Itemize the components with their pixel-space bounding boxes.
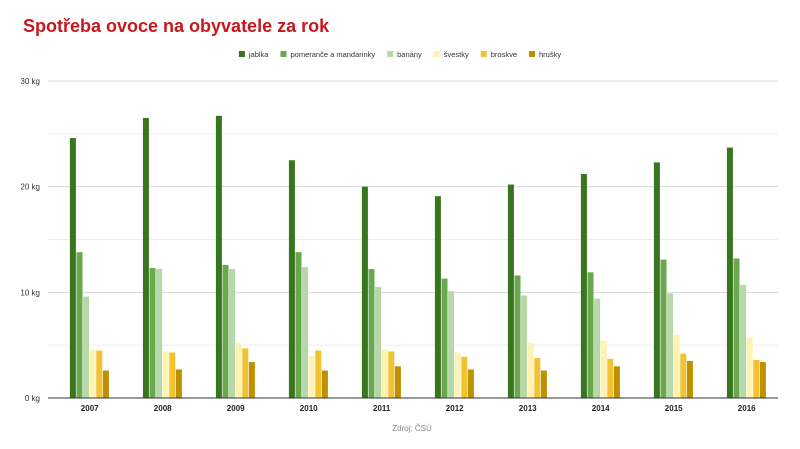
legend-swatch: [280, 51, 287, 57]
legend-label: hrušky: [539, 50, 561, 59]
bar-2008-broskve: [169, 352, 176, 398]
legend-item-banány: banány: [387, 50, 422, 59]
bar-2015-švestky: [673, 334, 680, 398]
bar-2014-broskve: [607, 358, 614, 398]
bar-2007-hrušky: [102, 370, 109, 398]
bar-2011-broskve: [388, 351, 395, 398]
bar-2011-banány: [375, 287, 382, 398]
legend-item-jablka: jablka: [238, 50, 269, 59]
x-tick-label: 2012: [446, 404, 464, 413]
bar-2014-pomeranče-a-mandarinky: [587, 272, 594, 398]
bar-2016-pomeranče-a-mandarinky: [733, 258, 740, 398]
bar-2015-banány: [667, 293, 674, 398]
bar-2012-banány: [448, 291, 455, 398]
bar-2010-pomeranče-a-mandarinky: [295, 252, 302, 398]
legend-swatch: [387, 51, 394, 57]
bar-2012-švestky: [454, 352, 461, 398]
bar-2007-jablka: [69, 138, 76, 398]
x-tick-label: 2013: [519, 404, 537, 413]
bar-2009-hrušky: [248, 362, 255, 398]
bar-2013-broskve: [534, 357, 541, 398]
bar-2012-hrušky: [467, 369, 474, 398]
bar-2011-pomeranče-a-mandarinky: [368, 269, 375, 398]
bar-2014-banány: [594, 298, 601, 398]
x-tick-label: 2010: [300, 404, 318, 413]
y-tick-label: 10 kg: [20, 288, 40, 297]
bar-2010-švestky: [308, 355, 315, 398]
x-tick-label: 2015: [665, 404, 683, 413]
legend-swatch: [480, 51, 487, 57]
legend-item-švestky: švestky: [433, 50, 469, 59]
bar-2007-banány: [83, 296, 90, 398]
legend-label: banány: [397, 50, 422, 59]
bar-2016-jablka: [726, 147, 733, 398]
legend-item-hrušky: hrušky: [529, 50, 561, 59]
bar-2010-banány: [302, 266, 309, 398]
bars: [69, 115, 766, 399]
legend-label: broskve: [491, 50, 517, 59]
bar-2008-jablka: [142, 117, 149, 398]
bar-2008-banány: [156, 269, 163, 398]
bar-2016-banány: [740, 284, 747, 398]
x-tick-label: 2016: [738, 404, 756, 413]
legend-swatch: [238, 51, 245, 57]
bar-2011-hrušky: [394, 366, 401, 398]
y-tick-label: 20 kg: [20, 183, 40, 192]
chart-title: Spotřeba ovoce na obyvatele za rok: [23, 16, 330, 36]
bar-2016-broskve: [753, 359, 760, 398]
bar-2015-pomeranče-a-mandarinky: [660, 259, 667, 398]
bar-2012-pomeranče-a-mandarinky: [441, 278, 448, 398]
bar-2013-banány: [521, 295, 528, 398]
bar-2008-pomeranče-a-mandarinky: [149, 268, 156, 398]
x-tick-label: 2009: [227, 404, 245, 413]
bar-2010-hrušky: [321, 370, 328, 398]
x-tick-label: 2008: [154, 404, 172, 413]
bar-2010-broskve: [315, 350, 322, 398]
bar-2013-švestky: [527, 343, 534, 398]
legend-swatch: [529, 51, 536, 57]
bar-2008-hrušky: [175, 369, 182, 398]
bar-2009-jablka: [215, 115, 222, 399]
bar-2016-hrušky: [759, 362, 766, 398]
x-tick-label: 2014: [592, 404, 610, 413]
bar-2013-jablka: [507, 184, 514, 398]
bar-2007-švestky: [89, 349, 96, 398]
legend-item-broskve: broskve: [480, 50, 517, 59]
bar-2007-broskve: [96, 350, 103, 398]
x-tick-label: 2011: [373, 404, 391, 413]
y-tick-label: 30 kg: [20, 77, 40, 86]
y-tick-label: 0 kg: [25, 394, 40, 403]
source-note: Zdroj: ČSÚ: [392, 424, 432, 433]
bar-2007-pomeranče-a-mandarinky: [76, 252, 83, 398]
bar-2012-broskve: [461, 356, 468, 398]
bar-2014-jablka: [580, 173, 587, 398]
bar-2012-jablka: [434, 196, 441, 398]
bar-2015-jablka: [653, 162, 660, 398]
bar-2015-hrušky: [686, 361, 693, 398]
bar-2014-švestky: [600, 340, 607, 398]
legend-label: švestky: [444, 50, 469, 59]
legend-label: jablka: [248, 50, 269, 59]
bar-2009-banány: [229, 269, 236, 398]
legend-label: pomeranče a mandarinky: [290, 50, 375, 59]
bar-2010-jablka: [288, 160, 295, 398]
bar-2013-pomeranče-a-mandarinky: [514, 275, 521, 398]
legend-swatch: [433, 51, 440, 57]
x-axis-ticks: 2007 2008 2009 2010 2011 2012 2013 2014 2015 2016: [81, 404, 756, 413]
bar-2009-švestky: [235, 343, 242, 398]
bar-2014-hrušky: [613, 366, 620, 398]
bar-2011-švestky: [381, 349, 388, 398]
bar-2016-švestky: [746, 337, 753, 398]
x-tick-label: 2007: [81, 404, 99, 413]
bar-2013-hrušky: [540, 370, 547, 398]
legend: jablka pomeranče a mandarinky banány švestk…: [238, 50, 561, 59]
bar-2011-jablka: [361, 186, 368, 398]
legend-item-pomeranče-a-mandarinky: pomeranče a mandarinky: [280, 50, 375, 59]
bar-2009-broskve: [242, 348, 249, 398]
bar-2009-pomeranče-a-mandarinky: [222, 264, 229, 398]
bar-2015-broskve: [680, 353, 687, 398]
y-axis-ticks: 0 kg 10 kg 20 kg 30 kg: [20, 77, 40, 403]
bar-2008-švestky: [162, 351, 169, 398]
